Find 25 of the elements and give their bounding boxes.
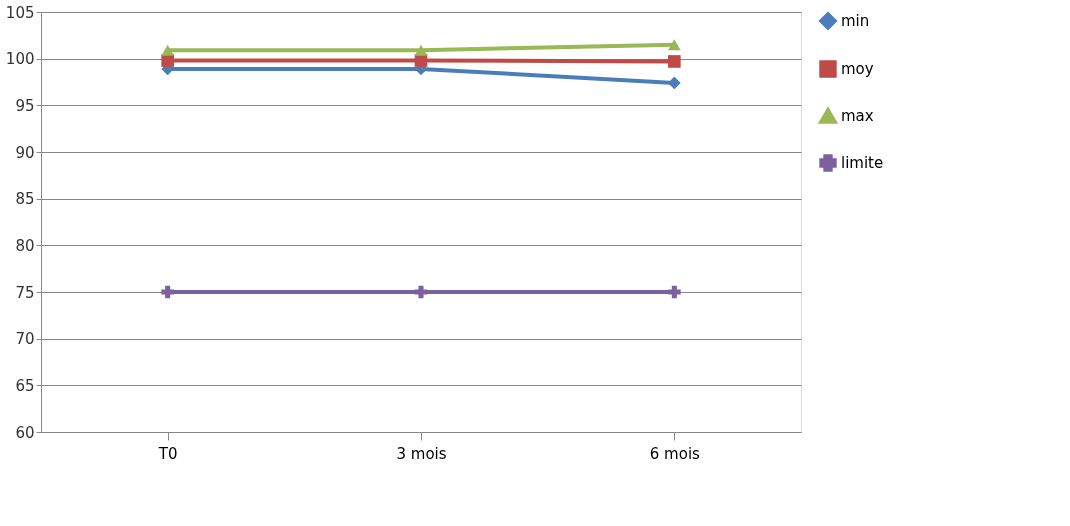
y-tick-label: 105 — [5, 3, 35, 22]
y-tick-label: 90 — [15, 143, 35, 162]
point — [161, 44, 174, 56]
point — [668, 55, 681, 68]
point — [668, 39, 681, 51]
y-tick-label: 70 — [15, 330, 35, 349]
point — [668, 285, 681, 299]
point — [668, 76, 681, 90]
x-tick-label: 6 mois — [649, 444, 701, 463]
legend-label: min — [841, 12, 870, 30]
y-tick-label: 85 — [15, 190, 35, 209]
legend-label: moy — [841, 60, 874, 78]
y-tick-label: 75 — [15, 283, 35, 302]
y-tick-label: 80 — [15, 236, 35, 255]
legend-label: max — [841, 107, 874, 125]
y-tick-label: 60 — [15, 423, 35, 442]
y-tick-label: 100 — [5, 50, 35, 69]
point — [161, 285, 174, 299]
y-tick-label: 65 — [15, 376, 35, 395]
point — [414, 44, 428, 56]
x-tick-label: T0 — [157, 444, 178, 463]
point — [414, 285, 428, 299]
legend-label: limite — [841, 154, 884, 172]
y-tick-label: 95 — [15, 96, 35, 115]
x-tick-label: 3 mois — [396, 444, 447, 463]
